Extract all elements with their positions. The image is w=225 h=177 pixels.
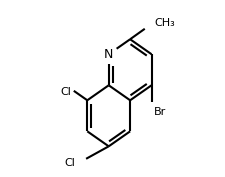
Text: Cl: Cl — [64, 158, 75, 169]
Text: CH₃: CH₃ — [154, 18, 175, 28]
Text: Br: Br — [153, 107, 166, 117]
Text: Cl: Cl — [60, 87, 71, 97]
Text: N: N — [104, 48, 113, 61]
